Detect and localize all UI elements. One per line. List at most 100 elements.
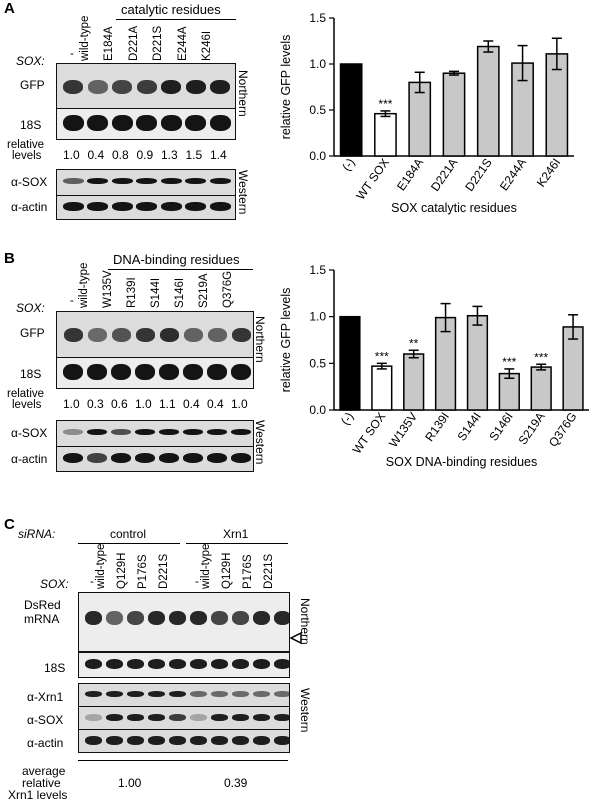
- relative-level-value: 0.8: [112, 148, 129, 162]
- blot-band: [111, 115, 133, 131]
- panel-b-gfp-label: GFP: [20, 326, 45, 340]
- lane-label: Q376G: [222, 270, 234, 308]
- blot-band: [135, 453, 155, 463]
- bar: [339, 315, 361, 411]
- lane-label: -: [195, 576, 199, 588]
- blot-band: [136, 115, 157, 131]
- panel-c-northern-label: Northern: [298, 598, 312, 645]
- blot-band: [111, 453, 131, 463]
- blot-band: [111, 328, 131, 342]
- panel-a-sox-label: SOX:: [16, 54, 45, 68]
- blot-band: [84, 736, 102, 745]
- blot-band: [87, 178, 108, 184]
- panel-c-dsred-blot: [78, 592, 290, 652]
- blot-band: [63, 328, 83, 342]
- blot-band: [147, 714, 165, 721]
- relative-level-value: 0.3: [87, 397, 104, 411]
- panel-c-avg-line: [78, 760, 288, 761]
- blot-band: [273, 736, 289, 745]
- blot-band: [147, 659, 165, 669]
- blot-band: [210, 659, 228, 669]
- arrowhead-icon: [289, 631, 302, 645]
- bar: [466, 314, 489, 411]
- panel-a-actin-label: α-actin: [11, 200, 48, 214]
- blot-band: [159, 429, 179, 435]
- blot-band: [63, 429, 83, 435]
- category-label: K246I: [534, 156, 563, 190]
- y-axis-label: relative GFP levels: [279, 288, 293, 393]
- blot-band: [231, 611, 249, 625]
- significance-label: **: [409, 336, 419, 350]
- blot-band: [87, 453, 107, 463]
- blot-band: [63, 364, 83, 380]
- blot-band: [111, 429, 131, 435]
- blot-band: [135, 429, 155, 435]
- panel-c-avg-label-2: relative: [22, 776, 61, 790]
- blot-band: [135, 328, 155, 342]
- blot-band: [183, 364, 203, 380]
- panel-b-actin-label: α-actin: [11, 452, 48, 466]
- lane-label: P176S: [137, 554, 149, 589]
- panel-c-actin-row-label: α-actin: [27, 736, 64, 750]
- panel-a-bar-chart: 0.0 0.5 1.0 1.5 relative GFP levels (-) *** WT …: [279, 11, 574, 215]
- significance-label: ***: [534, 350, 548, 364]
- blot-band: [210, 736, 228, 745]
- blot-band: [105, 736, 123, 745]
- panel-a-gfp-blot: [56, 63, 236, 109]
- y-tick-label: 1.0: [309, 57, 326, 71]
- blot-band: [63, 80, 83, 94]
- blot-band: [63, 453, 83, 463]
- blot-band: [189, 611, 207, 625]
- lane-label: wild-type: [200, 543, 212, 589]
- blot-band: [168, 659, 186, 669]
- lane-label: D221S: [152, 25, 164, 61]
- category-label: Q376G: [546, 410, 580, 450]
- bar: [498, 372, 520, 411]
- panel-b-actin-blot: [56, 446, 254, 472]
- blot-band: [168, 714, 186, 721]
- panel-b-bar-chart: 0.0 0.5 1.0 1.5 relative GFP levels (-) *** WT …: [279, 263, 589, 469]
- bar: [408, 81, 432, 157]
- blot-band: [209, 202, 231, 211]
- panel-c-sox-blot: [78, 706, 290, 730]
- blot-band: [168, 611, 186, 625]
- panel-a-relative-label-2: levels: [12, 150, 42, 162]
- blot-band: [207, 328, 227, 342]
- blot-band: [210, 611, 228, 625]
- relative-level-value: 1.5: [185, 148, 203, 162]
- relative-level-value: 1.0: [63, 397, 80, 411]
- significance-label: ***: [502, 355, 516, 369]
- blot-band: [159, 328, 179, 342]
- y-tick-label: 1.5: [309, 263, 326, 277]
- bar: [530, 366, 552, 411]
- lane-label: S219A: [198, 273, 210, 308]
- bar: [442, 72, 466, 157]
- blot-band: [252, 659, 270, 669]
- blot-band: [210, 714, 228, 721]
- blot-band: [252, 691, 270, 697]
- panel-c-group-xrn1: Xrn1: [223, 527, 249, 541]
- relative-level-value: 1.1: [159, 397, 176, 411]
- panel-c-xrn1-line: [186, 543, 288, 544]
- panel-a-northern-label: Northern: [236, 70, 250, 117]
- panel-b-relative-label-1: relative: [7, 388, 45, 400]
- panel-c-avg-xrn1: 0.39: [224, 776, 248, 790]
- lane-label: D221S: [158, 553, 170, 589]
- blot-band: [111, 178, 133, 184]
- panel-c-western-label: Western: [298, 688, 312, 733]
- significance-label: ***: [375, 349, 389, 363]
- category-label: D221A: [428, 156, 461, 194]
- panel-c-xrn1-row-label: α-Xrn1: [27, 690, 64, 704]
- blot-band: [105, 714, 123, 721]
- lane-label: W135V: [102, 270, 114, 308]
- category-label: W135V: [386, 410, 420, 450]
- lane-label: R139I: [126, 277, 138, 308]
- blot-band: [209, 115, 231, 131]
- blot-band: [207, 453, 227, 463]
- relative-level-value: 0.4: [87, 148, 105, 162]
- blot-band: [168, 691, 186, 697]
- panel-b-18s-label: 18S: [20, 367, 42, 381]
- blot-band: [126, 611, 144, 625]
- category-label: E184A: [394, 156, 426, 194]
- blot-band: [159, 364, 179, 380]
